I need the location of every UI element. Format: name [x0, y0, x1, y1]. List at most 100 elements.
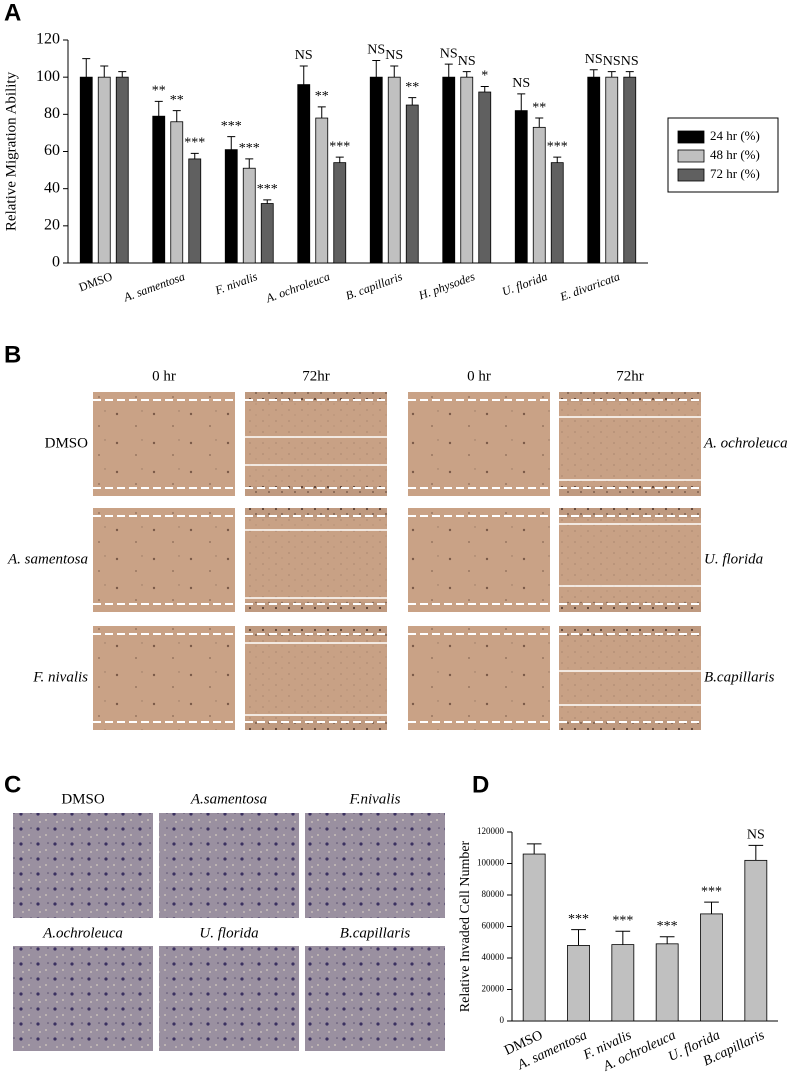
y-tick-label: 0: [500, 1015, 505, 1025]
error-bar: [100, 65, 109, 78]
error-bar: [462, 71, 471, 78]
error-bar: [535, 117, 544, 128]
x-tick-label: U. florida: [500, 269, 549, 298]
bar: [369, 76, 383, 264]
legend-swatch: [677, 149, 705, 163]
error-bar: [480, 85, 489, 93]
error-bar: [317, 106, 326, 119]
bar: [333, 162, 347, 264]
image-label: A.ochroleuca: [42, 925, 123, 941]
scratch-image: [93, 392, 235, 496]
error-bar: [571, 929, 586, 946]
error-bar: [299, 65, 308, 85]
x-tick-label: A. samentosa: [121, 269, 187, 304]
bar: [315, 117, 329, 264]
row-label: DMSO: [45, 435, 89, 451]
significance-label: **: [405, 80, 419, 95]
y-tick-label: 100000: [477, 858, 505, 868]
error-bar: [589, 69, 598, 78]
error-bar: [553, 156, 562, 163]
error-bar: [659, 936, 675, 944]
legend-swatch: [677, 168, 705, 182]
time-header: 0 hr: [152, 368, 176, 384]
transwell-image: [13, 813, 153, 918]
panel-label: B: [4, 341, 21, 368]
error-bar: [190, 152, 199, 159]
transwell-image: [305, 813, 445, 918]
scratch-image: [408, 626, 550, 730]
row-label: U. florida: [704, 551, 763, 567]
bar: [260, 203, 274, 264]
error-bar: [615, 930, 631, 945]
significance-label: NS: [295, 48, 313, 63]
significance-label: NS: [747, 828, 765, 843]
bar: [115, 76, 129, 264]
scratch-image: [93, 508, 235, 612]
image-label: U. florida: [199, 925, 258, 941]
significance-label: ***: [184, 136, 205, 151]
time-header: 72hr: [302, 368, 330, 384]
error-bar: [704, 901, 719, 914]
bar: [224, 149, 238, 264]
x-tick-label: DMSO: [77, 269, 115, 294]
bar: [405, 104, 419, 264]
bar: [655, 943, 679, 1022]
transwell-image: [159, 946, 299, 1051]
panel-label: D: [472, 771, 489, 798]
error-bar: [82, 58, 91, 78]
significance-label: **: [152, 84, 166, 99]
scratch-image: [408, 392, 550, 496]
bar: [242, 167, 256, 264]
legend-label: 24 hr (%): [710, 128, 760, 143]
y-tick-label: 120: [36, 31, 60, 48]
legend-swatch: [677, 130, 705, 144]
error-bar: [172, 110, 181, 122]
wound-area: [245, 518, 387, 602]
y-tick-label: 40: [44, 179, 60, 196]
wound-area: [559, 402, 701, 486]
y-tick-label: 40000: [482, 952, 505, 962]
x-tick-label: F. nivalis: [212, 269, 259, 298]
bar: [550, 162, 564, 264]
y-tick-label: 0: [52, 254, 60, 271]
y-tick-label: 60: [44, 142, 60, 159]
y-tick-label: 120000: [477, 826, 505, 836]
significance-label: NS: [440, 46, 458, 61]
error-bar: [227, 136, 236, 150]
significance-label: ***: [221, 119, 242, 134]
transwell-image: [159, 813, 299, 918]
wound-area: [559, 518, 701, 602]
error-bar: [408, 97, 417, 106]
x-tick-label: B. capillaris: [344, 269, 405, 303]
error-bar: [335, 156, 344, 163]
significance-label: NS: [367, 43, 385, 58]
error-bar: [245, 158, 254, 169]
significance-label: NS: [585, 52, 603, 67]
image-label: A.samentosa: [190, 791, 267, 807]
significance-label: NS: [385, 48, 403, 63]
significance-label: ***: [568, 912, 589, 927]
bar: [744, 859, 768, 1022]
error-bar: [118, 71, 127, 78]
bar: [387, 76, 401, 264]
significance-label: ***: [612, 913, 633, 928]
error-bar: [748, 844, 764, 861]
x-tick-label: E. divaricata: [557, 269, 622, 304]
image-label: DMSO: [61, 791, 105, 807]
error-bar: [625, 71, 634, 78]
legend-label: 48 hr (%): [710, 147, 760, 162]
significance-label: ***: [257, 182, 278, 197]
y-tick-label: 80000: [482, 889, 505, 899]
panel-label: A: [4, 0, 21, 26]
significance-label: NS: [512, 76, 530, 91]
bar: [79, 76, 93, 264]
bar: [170, 121, 184, 264]
y-axis-label: Relative Invaded Cell Number: [458, 840, 473, 1012]
significance-label: **: [315, 89, 329, 104]
bar: [442, 76, 456, 264]
bar: [478, 91, 492, 264]
significance-label: *: [481, 69, 488, 84]
legend-label: 72 hr (%): [710, 166, 760, 181]
significance-label: **: [170, 93, 184, 108]
